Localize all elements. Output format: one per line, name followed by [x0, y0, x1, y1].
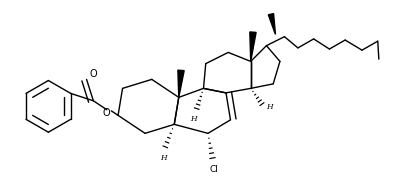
Text: H: H — [160, 154, 166, 162]
Text: H: H — [190, 115, 197, 123]
Text: O: O — [103, 108, 110, 118]
Polygon shape — [268, 14, 276, 34]
Text: H: H — [266, 103, 273, 112]
Polygon shape — [178, 70, 184, 97]
Polygon shape — [250, 32, 256, 61]
Text: O: O — [90, 69, 98, 79]
Text: Cl: Cl — [209, 165, 218, 174]
